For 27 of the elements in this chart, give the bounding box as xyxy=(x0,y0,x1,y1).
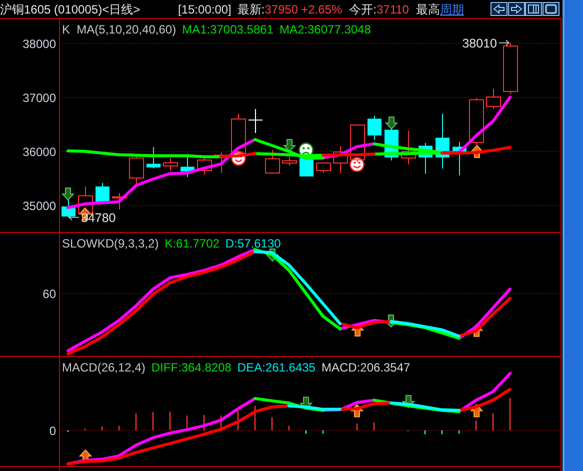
y-tick-label: 37000 xyxy=(22,91,56,105)
annotation: D:57.6130 xyxy=(225,236,282,250)
text: 37110 xyxy=(376,2,410,16)
y-tick-label: 38000 xyxy=(22,37,56,51)
annotation: 34780 xyxy=(81,210,116,225)
annotation: MA1:37003.5861 xyxy=(182,22,274,36)
text: [15:00:00] xyxy=(178,2,232,16)
text: +2.65% xyxy=(301,2,342,16)
annotation: MACD:206.3547 xyxy=(321,360,411,374)
text: 周期 xyxy=(440,2,464,16)
text: 最新: xyxy=(237,2,265,16)
text: 37950 xyxy=(264,2,298,16)
chart-title: MACD(26,12,4) xyxy=(62,360,146,374)
annotation: DIFF:364.8208 xyxy=(151,360,232,374)
annotation: 38010 xyxy=(462,36,498,50)
annotation: DEA:261.6435 xyxy=(237,360,316,374)
text: 今开: xyxy=(349,2,376,16)
y-tick-label: 36000 xyxy=(22,145,56,159)
chart-title: SLOWKD(9,3,3,2) xyxy=(62,236,159,250)
annotation: MA2:36077.3048 xyxy=(279,22,372,36)
text: 沪铜1605 (010005)<日线> xyxy=(0,2,140,16)
text: 最高 xyxy=(416,2,440,16)
annotation: K:61.7702 xyxy=(164,236,220,250)
text: 60 xyxy=(42,287,56,301)
y-tick-label: 35000 xyxy=(22,199,56,213)
chart-title: K MA(5,10,20,40,60) xyxy=(62,22,176,36)
ref-line-label: 0 xyxy=(49,424,56,438)
